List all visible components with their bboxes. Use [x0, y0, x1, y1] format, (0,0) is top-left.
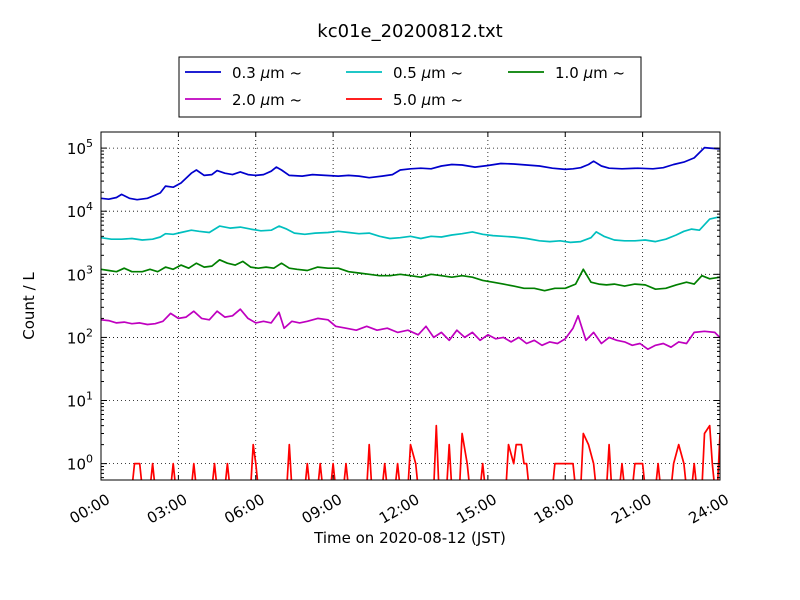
- y-tick-label: 104: [67, 200, 93, 221]
- legend-unit: μ: [579, 64, 593, 82]
- plot-area: [101, 132, 720, 480]
- legend-size: 1.0: [555, 64, 579, 82]
- y-tick-label-exponent: 0: [86, 453, 93, 466]
- y-tick-label: 102: [67, 326, 93, 347]
- y-axis-title: Count / L: [20, 272, 38, 340]
- y-tick-label-exponent: 4: [86, 200, 93, 213]
- y-tick-label-exponent: 1: [86, 390, 93, 403]
- legend-entry: 0.5 μm ~: [393, 64, 463, 82]
- y-tick-label-base: 10: [67, 266, 86, 284]
- chart-title: kc01e_20200812.txt: [317, 21, 502, 42]
- y-tick-label: 101: [67, 390, 93, 411]
- legend-unit: μ: [256, 64, 270, 82]
- y-tick-label-base: 10: [67, 456, 86, 474]
- y-tick-label-exponent: 3: [86, 263, 93, 276]
- legend-unit: μ: [417, 64, 431, 82]
- legend-entry: 1.0 μm ~: [555, 64, 625, 82]
- legend-entry: 0.3 μm ~: [232, 64, 302, 82]
- legend-suffix: m ~: [431, 91, 463, 109]
- series-line-0-5: [101, 216, 720, 244]
- axis-ticks: [100, 132, 721, 480]
- legend-size: 5.0: [393, 91, 417, 109]
- y-tick-label-base: 10: [67, 329, 86, 347]
- legend-unit: μ: [256, 91, 270, 109]
- y-tick-label-exponent: 2: [86, 326, 93, 339]
- y-tick-label-base: 10: [67, 140, 86, 158]
- y-tick-label-exponent: 5: [86, 137, 93, 150]
- series-group: [101, 146, 720, 480]
- x-axis-title: Time on 2020-08-12 (JST): [313, 529, 506, 547]
- series-line-0-3: [101, 146, 720, 201]
- y-tick-label: 103: [67, 263, 93, 284]
- y-tick-label-base: 10: [67, 393, 86, 411]
- legend-suffix: m ~: [270, 64, 302, 82]
- legend-entry: 5.0 μm ~: [393, 91, 463, 109]
- legend-size: 2.0: [232, 91, 256, 109]
- legend-entry: 2.0 μm ~: [232, 91, 302, 109]
- series-line-1-0: [101, 258, 720, 292]
- legend-suffix: m ~: [270, 91, 302, 109]
- y-tick-label: 100: [67, 453, 93, 474]
- legend-suffix: m ~: [431, 64, 463, 82]
- series-line-5-0: [131, 424, 720, 480]
- legend-frame: [178, 56, 642, 118]
- legend: 0.3 μm ~0.5 μm ~1.0 μm ~2.0 μm ~5.0 μm ~: [178, 56, 642, 118]
- legend-unit: μ: [417, 91, 431, 109]
- y-tick-label: 105: [67, 137, 93, 158]
- series-line-2-0: [101, 308, 720, 351]
- legend-size: 0.5: [393, 64, 417, 82]
- legend-suffix: m ~: [593, 64, 625, 82]
- y-tick-label-base: 10: [67, 203, 86, 221]
- legend-size: 0.3: [232, 64, 256, 82]
